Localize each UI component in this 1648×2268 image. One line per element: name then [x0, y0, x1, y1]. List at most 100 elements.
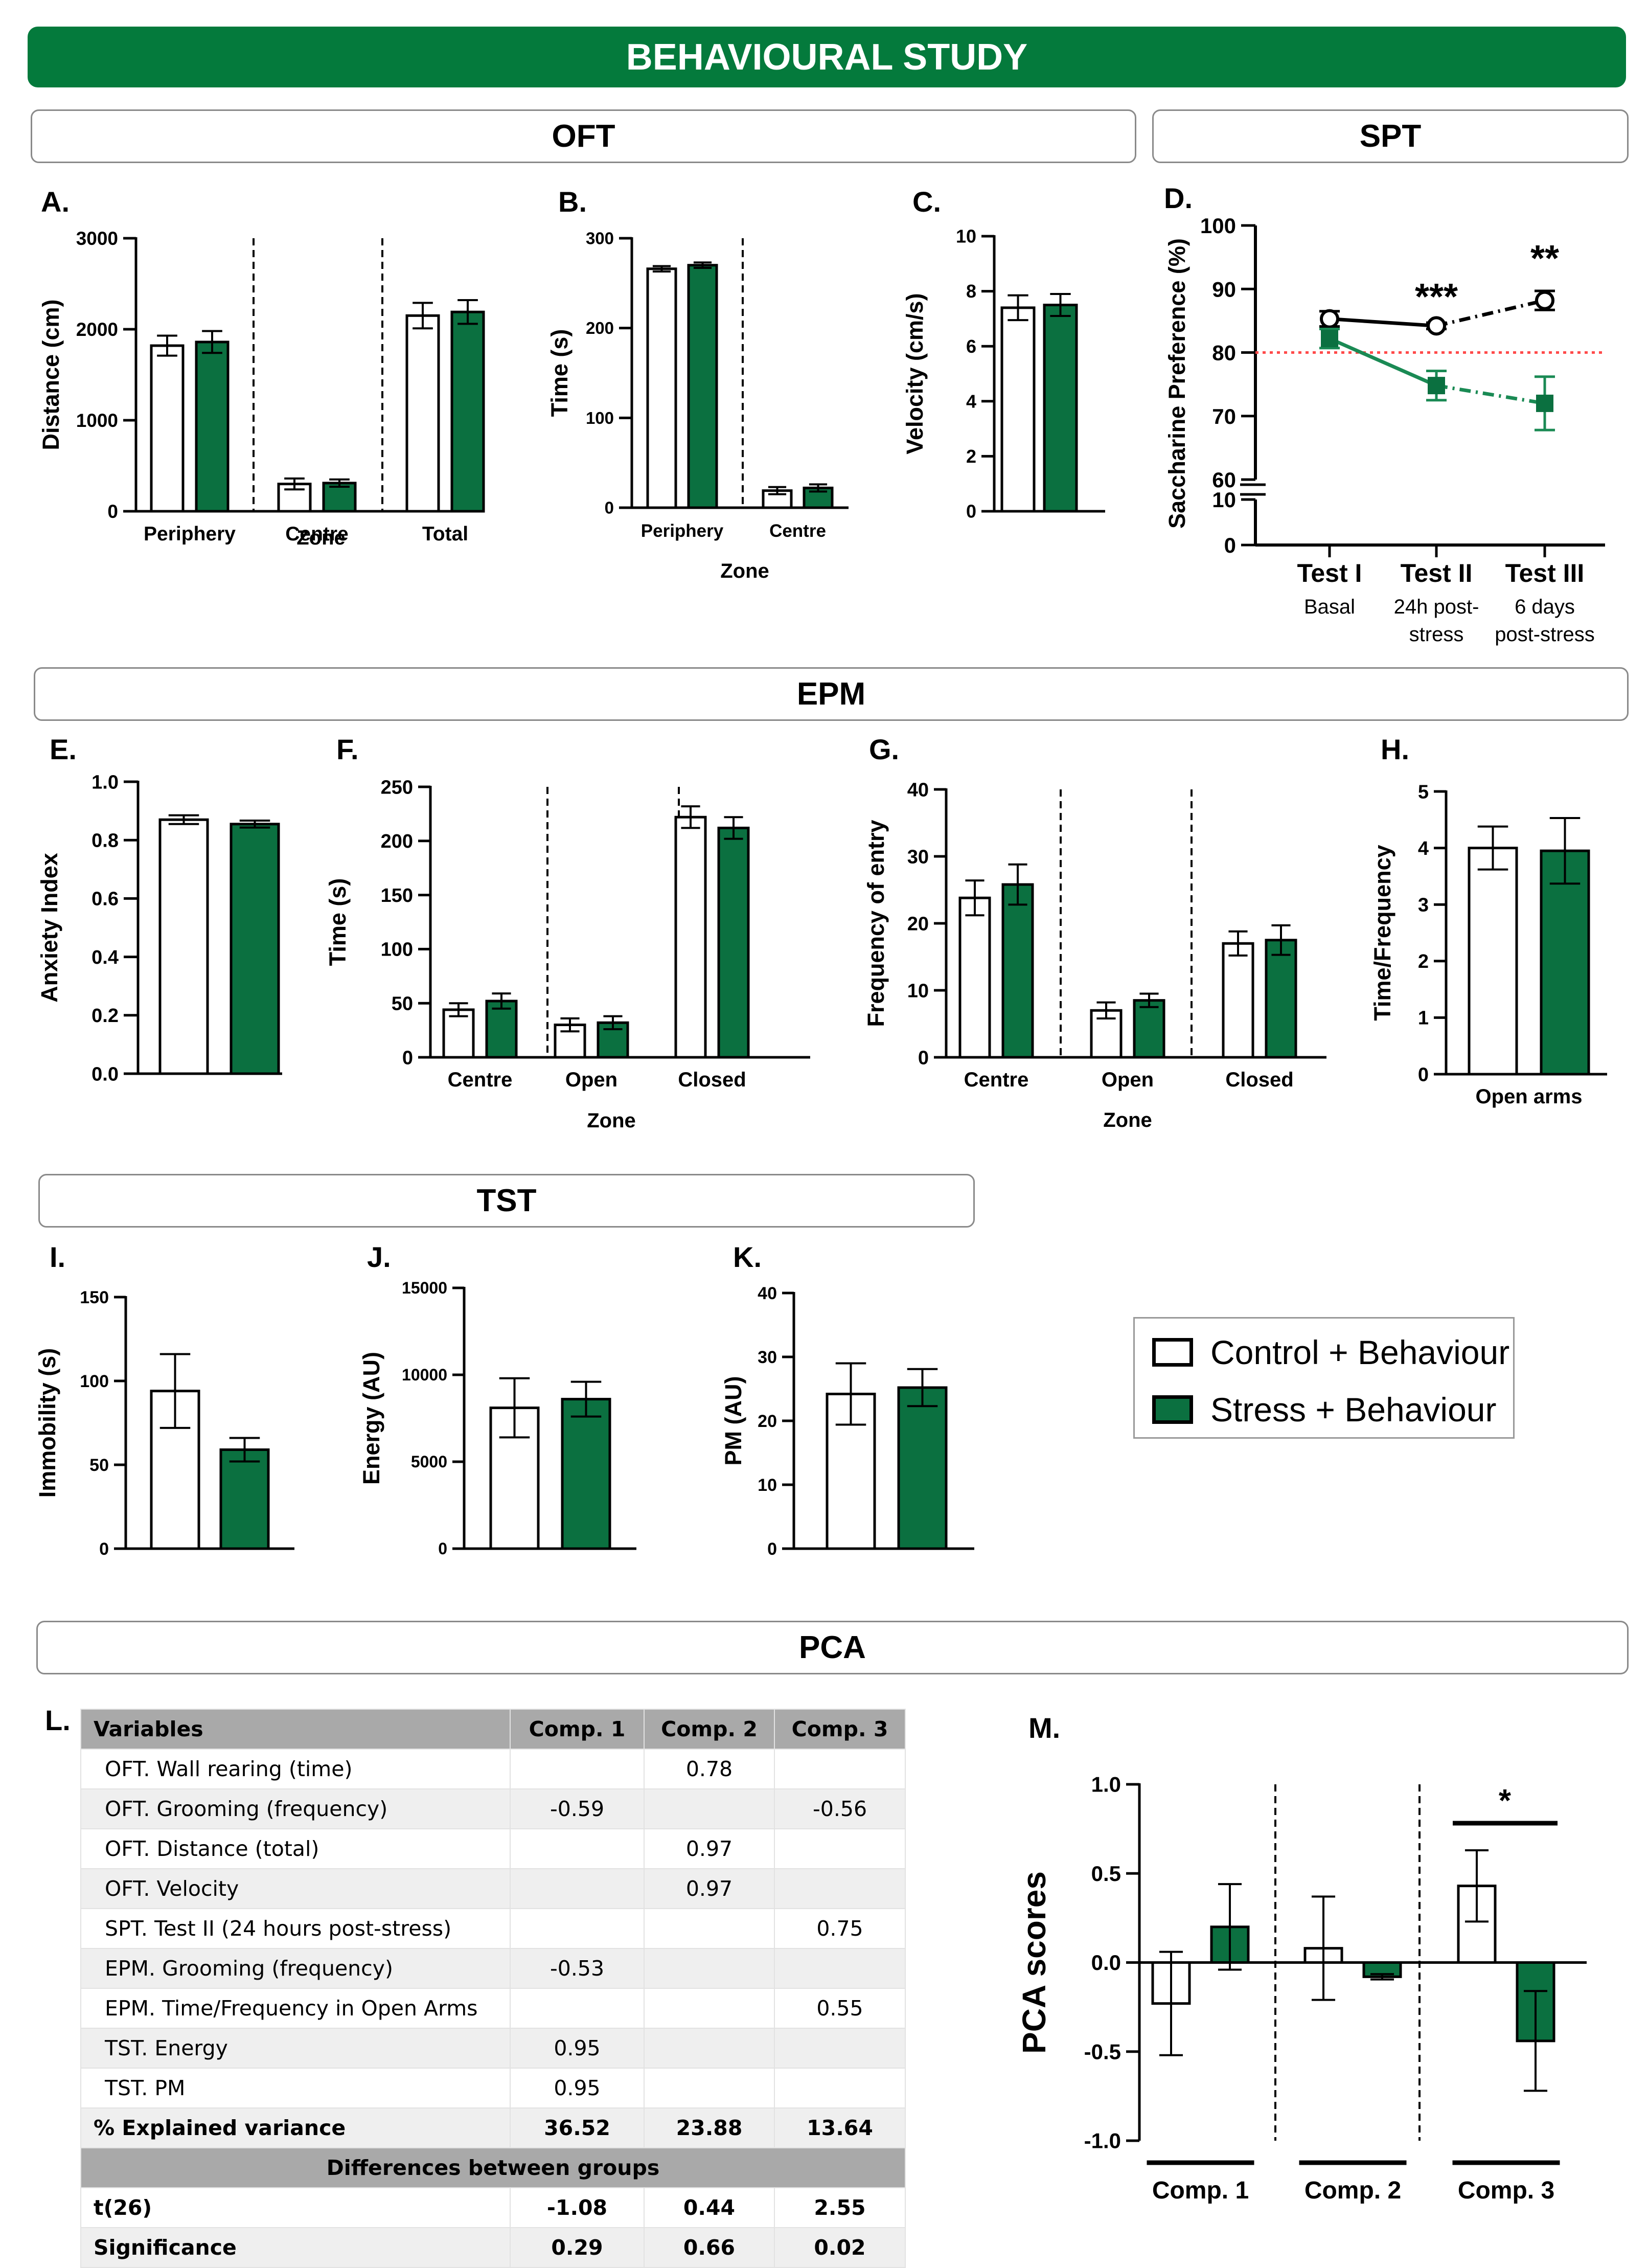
pca-loadings-table: Variables Comp. 1 Comp. 2 Comp. 3 OFT. W…	[80, 1709, 906, 2268]
y-tick-label-H: 1	[1418, 1008, 1429, 1029]
y-tick-label-E: 1.0	[91, 772, 119, 793]
point-stress-D	[1321, 330, 1338, 348]
table-cell-value: 0.44	[644, 2187, 775, 2228]
y-tick-label-E: 0.0	[91, 1063, 119, 1085]
table-header-comp3: Comp. 3	[774, 1709, 906, 1750]
x-tick-label-B: Centre	[769, 521, 826, 541]
table-cell-value	[774, 1828, 906, 1869]
bar-A-control	[277, 483, 312, 513]
table-cell-value: 0.97	[644, 1828, 775, 1869]
y-tick-label-I: 150	[80, 1288, 109, 1307]
y-tick-label-I: 50	[89, 1456, 109, 1475]
bar-B-control	[646, 267, 677, 509]
bar-J-control	[489, 1407, 540, 1550]
point-stress-D	[1428, 377, 1445, 395]
x-sublabel-D: stress	[1409, 623, 1464, 646]
point-control-D	[1427, 316, 1446, 336]
table-row: TST. Energy 0.95	[80, 2028, 906, 2069]
bar-J-stress	[561, 1398, 611, 1550]
table-header-comp1: Comp. 1	[510, 1709, 645, 1750]
table-row: SPT. Test II (24 hours post-stress) 0.75	[80, 1908, 906, 1949]
y-tick-label-J: 5000	[411, 1453, 447, 1471]
table-cell-value: 0.29	[510, 2227, 645, 2268]
bar-G-stress	[1133, 999, 1165, 1059]
table-cell-variable: OFT. Wall rearing (time)	[80, 1749, 511, 1789]
table-cell-value: 13.64	[774, 2107, 906, 2148]
table-cell-variable: TST. PM	[80, 2068, 511, 2108]
point-stress-D	[1536, 394, 1553, 412]
panel-label-H: H.	[1381, 733, 1409, 765]
y-tick-label-B: 0	[605, 498, 614, 517]
y-tick-label-H: 2	[1418, 951, 1429, 972]
bar-G-stress	[1001, 883, 1034, 1059]
bar-M-control	[1303, 1947, 1343, 1964]
y-tick-label-J: 10000	[402, 1366, 447, 1384]
bar-K-control	[826, 1393, 876, 1550]
x-tick-label-M: Comp. 2	[1304, 2177, 1401, 2204]
series-line-D	[1329, 336, 1437, 388]
legend-item-control: Control + Behaviour	[1152, 1333, 1509, 1372]
y-tick-label-A: 0	[107, 501, 118, 522]
table-row: OFT. Wall rearing (time) 0.78	[80, 1749, 906, 1789]
y-tick-label-M: 0.0	[1091, 1951, 1121, 1975]
point-control-D	[1320, 309, 1339, 329]
bar-A-control	[150, 344, 185, 513]
bar-B-stress	[803, 486, 834, 509]
x-axis-label-B: Zone	[720, 560, 769, 582]
x-tick-label-A: Total	[422, 523, 468, 545]
bar-M-stress	[1516, 1961, 1555, 2043]
bar-F-control	[554, 1024, 586, 1059]
bar-B-stress	[687, 264, 718, 509]
y-tick-label-A: 2000	[76, 319, 118, 340]
y-tick-label-C: 2	[966, 446, 976, 467]
y-tick-label-D: 70	[1212, 404, 1236, 428]
y-tick-label-M: 1.0	[1091, 1773, 1121, 1797]
table-row-t: t(26) -1.08 0.44 2.55	[80, 2187, 906, 2228]
y-axis-label-F: Time (s)	[325, 878, 351, 966]
series-line-D	[1329, 317, 1437, 328]
panel-label-A: A.	[41, 186, 70, 218]
table-cell-value	[644, 2068, 775, 2108]
legend-item-stress: Stress + Behaviour	[1152, 1390, 1496, 1429]
panel-label-K: K.	[733, 1241, 762, 1273]
table-row: OFT. Velocity 0.97	[80, 1868, 906, 1909]
table-cell-value: 2.55	[774, 2187, 906, 2228]
table-header-variables: Variables	[80, 1709, 511, 1750]
y-tick-label-K: 10	[758, 1476, 777, 1495]
table-row: OFT. Grooming (frequency) -0.59 -0.56	[80, 1788, 906, 1829]
x-tick-label-F: Centre	[448, 1069, 513, 1091]
table-cell-value: 0.02	[774, 2227, 906, 2268]
y-tick-label-M: -1.0	[1084, 2129, 1121, 2153]
bar-M-control	[1457, 1885, 1497, 1964]
y-tick-label-D: 100	[1200, 214, 1236, 238]
section-spt: SPT	[1152, 109, 1629, 163]
y-tick-label-G: 10	[907, 980, 929, 1002]
table-cell-value: -0.56	[774, 1788, 906, 1829]
x-tick-label-G: Open	[1102, 1069, 1154, 1091]
y-tick-label-E: 0.2	[91, 1005, 119, 1027]
legend-swatch-stress	[1152, 1395, 1193, 1424]
y-tick-label-D: 0	[1224, 533, 1236, 557]
table-row: EPM. Grooming (frequency) -0.53	[80, 1948, 906, 1989]
y-axis-label-A: Distance (cm)	[38, 299, 64, 450]
y-tick-label-D: 80	[1212, 341, 1236, 365]
y-axis-label-G: Frequency of entry	[863, 820, 889, 1027]
x-sublabel-D: Basal	[1304, 596, 1355, 618]
table-cell-value: 0.97	[644, 1868, 775, 1909]
y-tick-label-B: 200	[586, 319, 614, 337]
table-row-variance: % Explained variance 36.52 23.88 13.64	[80, 2107, 906, 2148]
x-sublabel-D: 6 days	[1515, 596, 1575, 618]
bar-G-control	[1222, 942, 1254, 1059]
bar-F-stress	[485, 1000, 518, 1059]
table-cell-value: 36.52	[510, 2107, 645, 2148]
y-tick-label-J: 0	[438, 1539, 447, 1558]
bar-B-control	[762, 489, 793, 509]
bar-A-control	[405, 314, 440, 513]
table-cell-value: -0.59	[510, 1788, 645, 1829]
y-tick-label-F: 150	[381, 885, 413, 906]
bar-M-stress	[1210, 1925, 1250, 1964]
y-axis-label-E: Anxiety Index	[36, 853, 62, 1003]
table-cell-value: 0.95	[510, 2068, 645, 2108]
table-row: OFT. Distance (total) 0.97	[80, 1828, 906, 1869]
x-tick-label-M: Comp. 3	[1458, 2177, 1554, 2204]
